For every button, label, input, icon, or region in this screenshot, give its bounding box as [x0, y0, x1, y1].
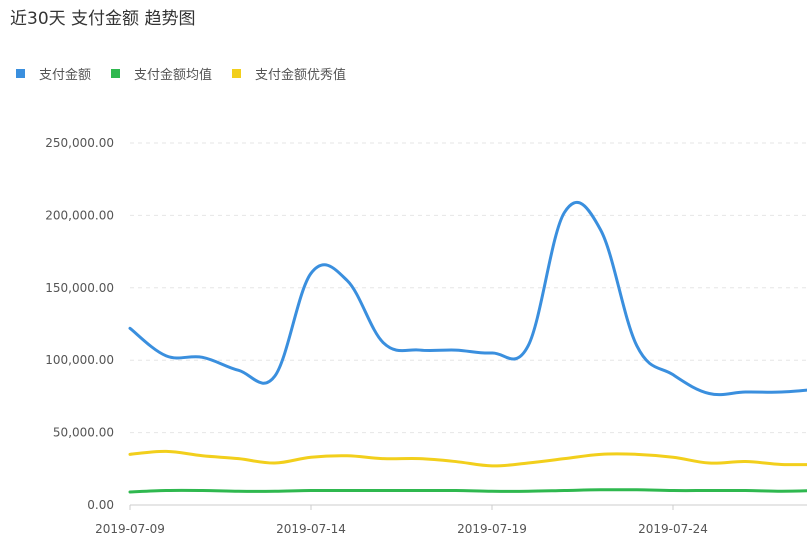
grid-layer	[130, 142, 807, 434]
legend-item-avg[interactable]: 支付金额均值	[111, 64, 212, 83]
x-tick-label: 2019-07-09	[95, 522, 165, 536]
legend-label-pay: 支付金额	[39, 68, 92, 83]
y-tick-label: 50,000.00	[53, 426, 114, 440]
chart-title: 近30天 支付金额 趋势图	[10, 9, 196, 29]
series-line-1	[128, 488, 807, 494]
x-tick-label: 2019-07-19	[457, 522, 527, 536]
legend-swatch-avg	[111, 69, 121, 78]
series-layer	[128, 200, 807, 494]
y-tick-label: 0.00	[87, 498, 114, 512]
series-line-2	[128, 449, 807, 468]
legend-item-excellent[interactable]: 支付金额优秀值	[232, 64, 346, 83]
legend-swatch-excellent	[232, 69, 242, 78]
y-tick-label: 150,000.00	[45, 281, 114, 295]
legend-swatch-pay	[16, 69, 25, 78]
legend-label-avg: 支付金额均值	[134, 68, 213, 83]
x-tick-label: 2019-07-14	[276, 522, 346, 536]
x-tick-label: 2019-07-24	[638, 522, 708, 536]
legend-item-pay[interactable]: 支付金额	[16, 64, 91, 83]
series-line-0	[128, 200, 807, 397]
legend-label-excellent: 支付金额优秀值	[255, 68, 347, 83]
chart-legend: 支付金额 支付金额均值 支付金额优秀值	[16, 64, 366, 83]
y-tick-label: 200,000.00	[45, 208, 114, 222]
y-tick-label: 250,000.00	[45, 136, 114, 150]
axis-layer: 0.00 50,000.00 100,000.00 150,000.00 200,000…	[45, 136, 807, 536]
y-tick-label: 100,000.00	[45, 353, 114, 367]
